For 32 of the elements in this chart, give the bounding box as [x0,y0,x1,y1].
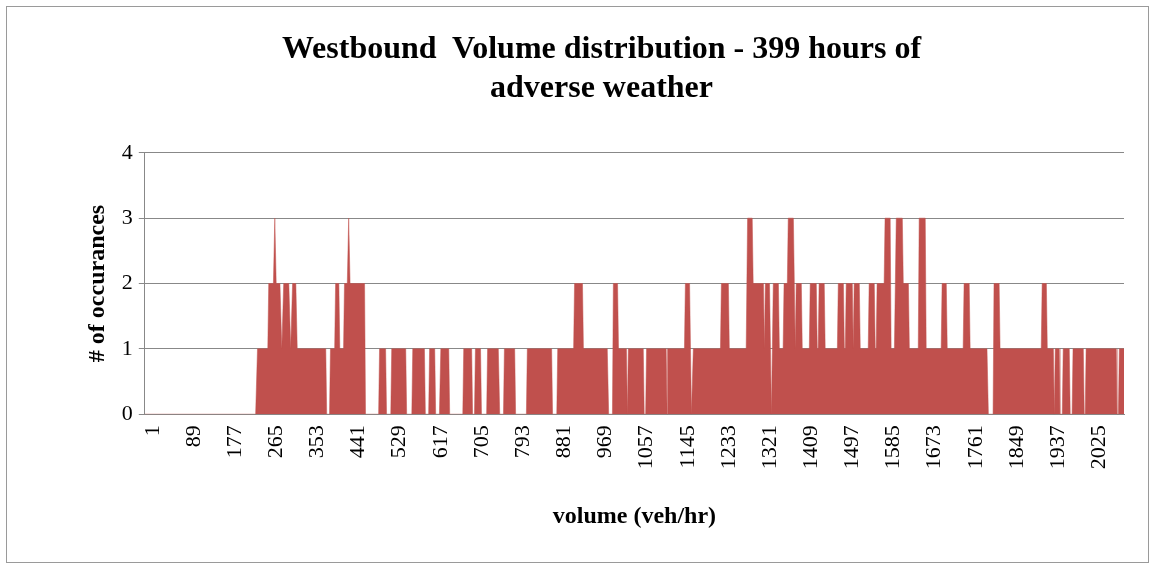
x-tick-label: 1497 [838,425,864,470]
x-tick-label: 617 [426,425,452,459]
x-tick-label: 529 [385,425,411,459]
x-tick-label: 1057 [632,425,658,470]
x-tick-label: 1321 [755,425,781,470]
x-tick-label: 1 [138,425,164,437]
x-tick-label: 881 [550,425,576,459]
x-tick-label: 1937 [1043,425,1069,470]
x-tick-label: 1761 [961,425,987,470]
x-tick-label: 265 [262,425,288,459]
y-tick-label: 0 [121,399,133,425]
x-tick-label: 1849 [1002,425,1028,470]
x-tick-label: 89 [179,425,205,448]
x-tick-label: 1233 [714,425,740,470]
chart-title: Westbound Volume distribution - 399 hours of adverse weather [281,29,922,104]
y-tick-label: 1 [121,334,133,360]
x-tick-label: 1409 [796,425,822,470]
x-tick-label: 1585 [879,425,905,470]
y-tick-label: 3 [121,203,133,229]
x-tick-label: 177 [220,425,246,459]
x-tick-label: 793 [508,425,534,459]
x-tick-label: 1145 [673,425,699,469]
x-tick-label: 353 [303,425,329,459]
y-tick-label: 2 [121,269,133,295]
x-tick-label: 705 [467,425,493,459]
y-tick-label: 4 [121,138,133,164]
x-tick-label: 2025 [1085,425,1111,470]
x-tick-label: 1673 [920,425,946,470]
x-tick-label: 441 [344,425,370,459]
x-tick-label: 969 [591,425,617,459]
y-axis-title: # of occurances [82,204,109,363]
x-axis-title: volume (veh/hr) [552,501,717,528]
